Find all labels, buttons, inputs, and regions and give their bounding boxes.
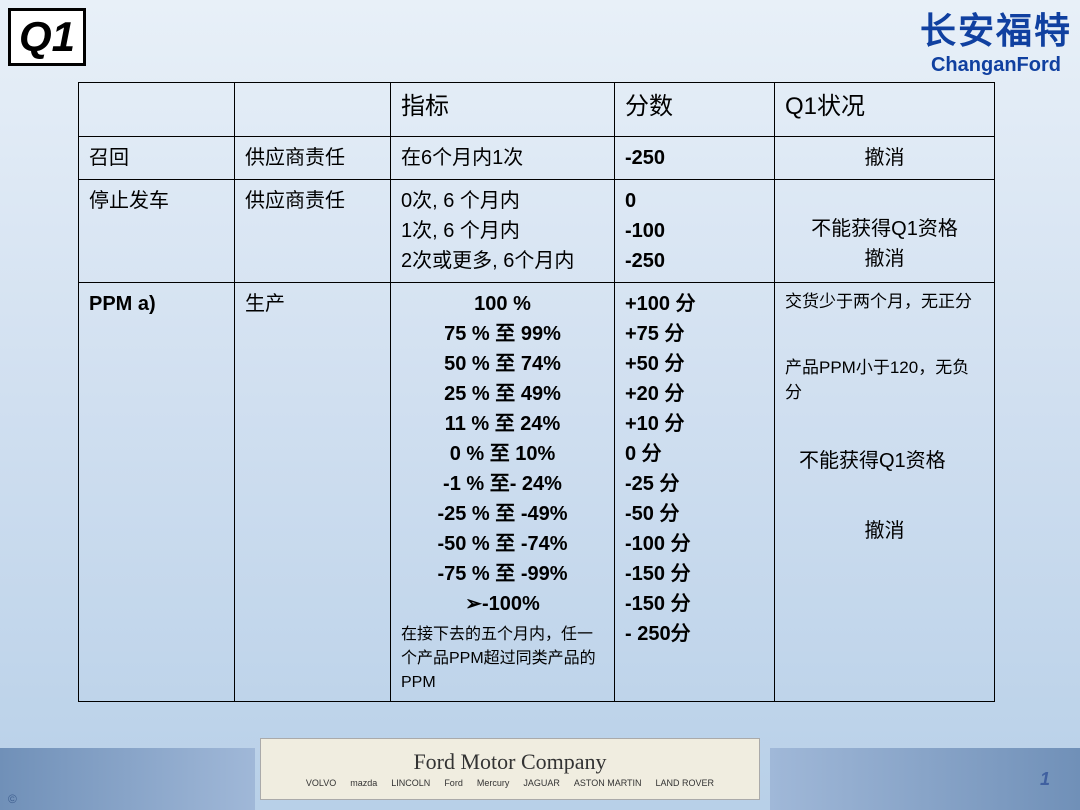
header-row: 指标 分数 Q1状况 <box>79 83 995 137</box>
cell-score: -250 <box>615 137 775 180</box>
ford-script-logo: Ford Motor Company <box>413 749 606 775</box>
header-status: Q1状况 <box>775 83 995 137</box>
page-number: 1 <box>1040 769 1050 790</box>
cell-responsibility: 生产 <box>235 283 391 702</box>
cell-score: +100 分+75 分+50 分+20 分+10 分0 分-25 分-50 分-… <box>615 283 775 702</box>
brand-row: VOLVOmazdaLINCOLNFordMercuryJAGUARASTON … <box>303 777 717 789</box>
brand-cn: 长安福特 <box>920 2 1072 54</box>
header-indicator: 指标 <box>391 83 615 137</box>
cell-score: 0-100-250 <box>615 180 775 283</box>
header-score: 分数 <box>615 83 775 137</box>
cell-category: 停止发车 <box>79 180 235 283</box>
footer-brands-panel: Ford Motor Company VOLVOmazdaLINCOLNFord… <box>260 738 760 800</box>
scoring-table: 指标 分数 Q1状况 召回 供应商责任 在6个月内1次 -250 撤消 停止发车… <box>78 82 995 702</box>
footer-left-bar <box>0 748 255 810</box>
row-recall: 召回 供应商责任 在6个月内1次 -250 撤消 <box>79 137 995 180</box>
footer-right-bar <box>770 748 1080 810</box>
cell-indicator: 在6个月内1次 <box>391 137 615 180</box>
cell-status: 不能获得Q1资格撤消 <box>775 180 995 283</box>
cell-indicator: 100 %75 % 至 99%50 % 至 74%25 % 至 49%11 % … <box>391 283 615 702</box>
cell-status: 撤消 <box>775 137 995 180</box>
brand-logo: 长安福特 ChanganFord <box>920 2 1072 77</box>
cell-responsibility: 供应商责任 <box>235 180 391 283</box>
row-ppm: PPM a) 生产 100 %75 % 至 99%50 % 至 74%25 % … <box>79 283 995 702</box>
q1-logo: Q1 <box>8 8 86 66</box>
row-stop-shipment: 停止发车 供应商责任 0次, 6 个月内1次, 6 个月内2次或更多, 6个月内… <box>79 180 995 283</box>
footer: Ford Motor Company VOLVOmazdaLINCOLNFord… <box>0 735 1080 810</box>
cell-responsibility: 供应商责任 <box>235 137 391 180</box>
copyright: © <box>8 792 17 806</box>
brand-en: ChanganFord <box>920 54 1072 77</box>
cell-category: PPM a) <box>79 283 235 702</box>
cell-category: 召回 <box>79 137 235 180</box>
cell-indicator: 0次, 6 个月内1次, 6 个月内2次或更多, 6个月内 <box>391 180 615 283</box>
cell-status: 交货少于两个月，无正分产品PPM小于120，无负分不能获得Q1资格撤消 <box>775 283 995 702</box>
